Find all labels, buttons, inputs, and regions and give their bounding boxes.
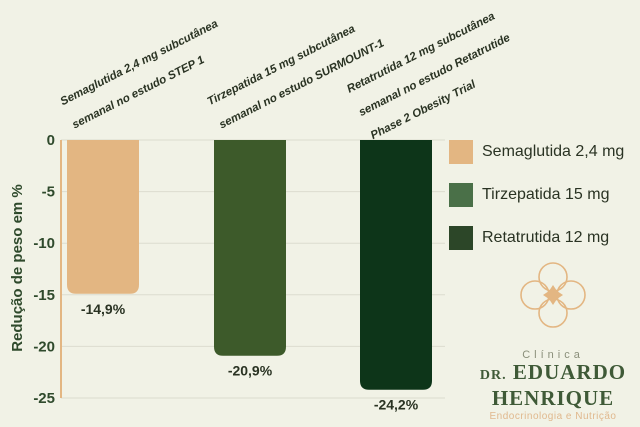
y-axis-label: Redução de peso em % [9,184,26,352]
bar-0 [67,140,139,294]
legend-label: Semaglutida 2,4 mg [482,143,625,160]
data-label-0: -14,9% [81,301,126,317]
bars: -14,9% -20,9% -24,2% [67,140,432,413]
clinic-logo: Clínica DR. EDUARDO HENRIQUE Endocrinolo… [478,255,628,422]
y-tick-label: -10 [33,235,55,252]
bar-2 [360,140,432,390]
y-ticks: 0 -5 -10 -15 -20 -25 [33,132,55,407]
y-tick-label: -5 [42,184,55,201]
clover-logo-icon [520,262,586,328]
y-tick-label: -20 [33,338,55,355]
data-label-1: -20,9% [228,363,273,379]
y-tick-label: -15 [33,287,55,304]
doctor-first-name: EDUARDO [512,360,627,384]
legend-item-retatrutida: Retatrutida 12 mg [449,226,624,250]
legend-item-semaglutida: Semaglutida 2,4 mg [449,140,624,164]
legend-item-tirzepatida: Tirzepatida 15 mg [449,183,624,207]
bar-header-line: Phase 2 Obesity Trial [369,78,479,142]
clinic-label: Clínica [522,349,584,361]
legend-swatch [449,183,473,207]
legend-swatch [449,140,473,164]
doctor-name-line2: HENRIQUE [491,386,615,410]
y-tick-label: 0 [47,132,55,149]
data-label-2: -24,2% [374,397,419,413]
legend-swatch [449,226,473,250]
clinic-specialty: Endocrinologia e Nutrição [489,411,617,422]
bar-1 [214,140,286,356]
doctor-prefix: DR. [479,368,507,383]
legend-label: Tirzepatida 15 mg [482,186,610,203]
y-tick-label: -25 [33,390,55,407]
legend: Semaglutida 2,4 mg Tirzepatida 15 mg Ret… [449,140,624,269]
doctor-name-line1: DR. EDUARDO [478,361,628,387]
legend-label: Retatrutida 12 mg [482,229,610,246]
